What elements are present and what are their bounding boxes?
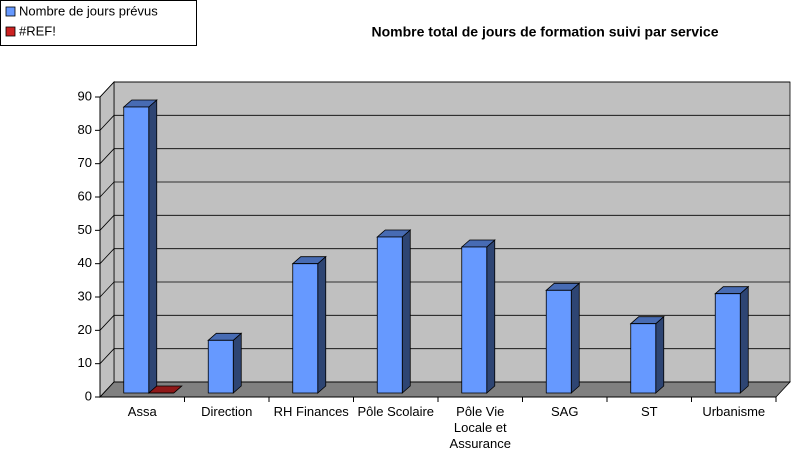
x-tick-label: Assa <box>127 404 157 419</box>
bar-front <box>714 293 741 394</box>
x-tick-label: SAG <box>551 404 579 419</box>
bar-side <box>232 332 242 394</box>
legend-swatch <box>5 6 16 17</box>
bar <box>629 315 665 394</box>
y-tick-label: 20 <box>78 322 92 337</box>
legend-label: #REF! <box>19 23 56 38</box>
bar-front <box>207 339 234 394</box>
floor <box>99 381 791 398</box>
grid-line <box>99 214 790 231</box>
bar <box>147 385 183 394</box>
x-tick-label: ST <box>640 404 658 419</box>
grid-line <box>99 148 790 164</box>
bar-front <box>376 236 403 394</box>
legend-label: Nombre de jours prévus <box>19 3 158 18</box>
grid-line <box>99 248 790 264</box>
y-tick-label: 80 <box>78 122 92 137</box>
y-tick-label: 60 <box>78 188 92 203</box>
bar <box>291 255 327 394</box>
bar-side <box>655 315 665 394</box>
y-tick-label: 50 <box>78 222 92 237</box>
bar-front <box>545 289 572 394</box>
x-tick-label: Direction <box>201 404 253 419</box>
bar-front <box>630 323 657 394</box>
x-tick-label: Urbanisme <box>702 404 766 419</box>
bar <box>376 229 412 394</box>
bar-front <box>461 246 488 394</box>
bar-side <box>739 285 749 394</box>
x-tick-label: Pôle Scolaire <box>357 404 435 419</box>
grid-line <box>99 181 790 198</box>
bar <box>460 239 496 394</box>
grid-line <box>99 81 790 98</box>
bar-side <box>401 229 411 394</box>
x-tick-label: RH Finances <box>273 404 349 419</box>
x-tick-label: Pôle Vie Locale et Assurance <box>449 404 511 451</box>
y-tick-label: 40 <box>78 255 92 270</box>
bar <box>207 332 243 394</box>
y-tick-label: 30 <box>78 288 92 303</box>
y-tick-label: 0 <box>85 388 92 403</box>
y-tick-label: 10 <box>78 355 92 370</box>
legend-box <box>0 0 197 46</box>
bar <box>545 282 581 394</box>
legend-swatch <box>5 26 16 37</box>
grid-line <box>99 281 790 298</box>
y-tick-label: 90 <box>78 88 92 103</box>
bar-side <box>317 255 327 394</box>
side-wall <box>99 80 115 399</box>
bar <box>714 285 750 394</box>
bar <box>122 99 158 394</box>
bar-front <box>292 263 319 394</box>
chart-title: Nombre total de jours de formation suivi… <box>372 24 719 40</box>
bar-side <box>570 282 580 394</box>
y-tick-label: 70 <box>78 155 92 170</box>
bar-front <box>123 106 150 394</box>
bar-side <box>148 99 158 394</box>
grid-line <box>99 114 790 131</box>
bar-side <box>486 239 496 394</box>
